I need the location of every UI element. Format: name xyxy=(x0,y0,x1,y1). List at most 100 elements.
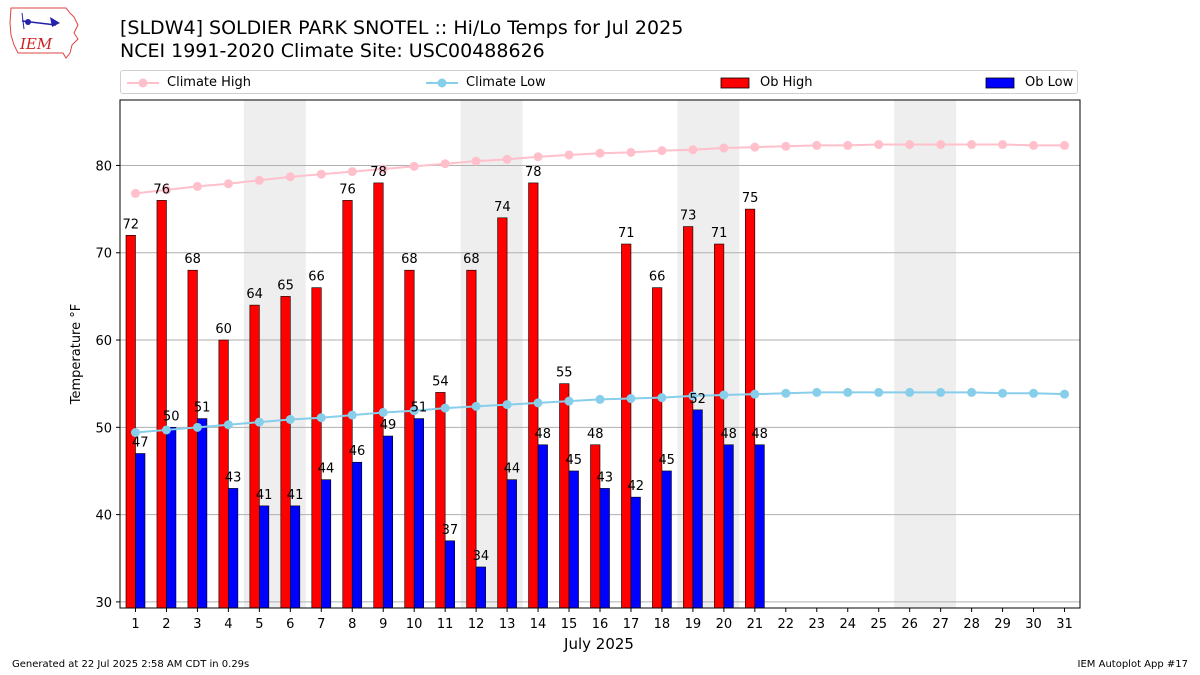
climate-high-point xyxy=(874,140,884,150)
x-tick-label: 31 xyxy=(1056,617,1073,632)
climate-low-point xyxy=(1029,388,1039,398)
ob-low-value-label: 47 xyxy=(132,436,149,451)
x-tick-label: 3 xyxy=(193,617,201,632)
ob-high-bar xyxy=(435,392,446,609)
climate-high-point xyxy=(533,152,543,162)
ob-low-bar xyxy=(506,479,517,609)
climate-low-point xyxy=(719,390,729,400)
ob-high-value-label: 66 xyxy=(308,270,325,285)
ob-high-bar xyxy=(187,269,198,609)
ob-high-value-label: 64 xyxy=(246,287,263,302)
climate-low-point xyxy=(750,389,760,399)
ob-high-value-label: 55 xyxy=(556,366,573,381)
y-axis-label: Temperature °F xyxy=(69,304,84,405)
ob-low-bar xyxy=(568,470,579,609)
y-tick-label: 50 xyxy=(95,421,112,436)
ob-high-bar xyxy=(559,383,570,609)
climate-high-point xyxy=(1060,140,1070,150)
climate-high-marker-icon xyxy=(127,78,159,88)
ob-high-bar xyxy=(311,287,322,609)
ob-low-bar xyxy=(382,435,394,609)
ob-high-bar xyxy=(652,287,663,609)
climate-high-point xyxy=(471,156,481,166)
climate-high-point xyxy=(254,175,264,185)
ob-high-bar xyxy=(497,217,508,609)
x-tick-label: 25 xyxy=(870,617,887,632)
ob-high-value-label: 75 xyxy=(742,191,759,206)
climate-low-point xyxy=(874,387,884,397)
ob-high-value-label: 68 xyxy=(401,252,418,267)
ob-high-bar xyxy=(280,296,291,609)
ob-high-value-label: 68 xyxy=(184,252,201,267)
climate-low-point xyxy=(533,398,543,408)
ob-low-bar xyxy=(661,470,672,609)
ob-low-bar xyxy=(290,505,301,609)
climate-low-point xyxy=(161,425,171,435)
y-tick-label: 40 xyxy=(95,509,112,524)
ob-low-bar xyxy=(166,427,177,609)
climate-low-point xyxy=(254,417,264,427)
x-tick-label: 2 xyxy=(162,617,170,632)
ob-low-bar xyxy=(228,488,239,609)
ob-high-bar xyxy=(373,182,384,609)
ob-low-bar xyxy=(599,488,610,609)
x-tick-label: 1 xyxy=(131,617,139,632)
climate-low-point xyxy=(223,420,233,430)
climate-low-point xyxy=(564,396,574,406)
ob-low-value-label: 45 xyxy=(658,453,675,468)
ob-low-value-label: 37 xyxy=(442,523,459,538)
ob-low-bar xyxy=(444,540,455,609)
ob-low-value-label: 41 xyxy=(256,488,273,503)
climate-high-point xyxy=(1029,140,1039,150)
legend-item-ob-high: Ob High xyxy=(718,74,918,92)
climate-low-point xyxy=(502,400,512,410)
climate-high-point xyxy=(502,154,512,164)
ob-low-bar xyxy=(197,418,208,609)
x-tick-label: 19 xyxy=(685,617,702,632)
x-tick-label: 21 xyxy=(747,617,764,632)
x-tick-label: 29 xyxy=(994,617,1011,632)
climate-high-point xyxy=(905,140,915,150)
ob-low-bar xyxy=(692,409,703,609)
ob-low-value-label: 48 xyxy=(535,427,552,442)
climate-high-point xyxy=(347,167,357,177)
ob-high-bar xyxy=(683,226,694,609)
x-tick-label: 28 xyxy=(963,617,980,632)
ob-high-bar xyxy=(590,444,601,609)
legend-item-ob-low: Ob Low xyxy=(983,74,1083,92)
ob-high-value-label: 60 xyxy=(215,322,232,337)
climate-high-point xyxy=(223,179,233,189)
ob-low-value-label: 45 xyxy=(566,453,583,468)
climate-low-point xyxy=(657,393,667,403)
climate-low-point xyxy=(595,394,605,404)
x-tick-label: 7 xyxy=(317,617,325,632)
ob-high-value-label: 65 xyxy=(277,278,294,293)
y-tick-label: 60 xyxy=(95,334,112,349)
ob-high-bar xyxy=(125,234,136,609)
climate-low-point xyxy=(998,388,1008,398)
climate-low-point xyxy=(781,388,791,398)
climate-low-point xyxy=(812,387,822,397)
ob-high-bar xyxy=(342,200,353,609)
climate-low-point xyxy=(936,387,946,397)
footer-app: IEM Autoplot App #17 xyxy=(1077,659,1188,670)
climate-low-point xyxy=(316,413,326,423)
climate-high-point xyxy=(688,145,698,155)
ob-low-bar xyxy=(351,461,363,609)
x-tick-label: 15 xyxy=(561,617,578,632)
x-tick-label: 13 xyxy=(499,617,516,632)
ob-high-value-label: 78 xyxy=(370,165,387,180)
ob-high-value-label: 66 xyxy=(649,270,666,285)
legend-label-ob-high: Ob High xyxy=(760,75,813,90)
ob-low-value-label: 41 xyxy=(287,488,304,503)
ob-low-value-label: 43 xyxy=(596,470,613,485)
ob-low-value-label: 50 xyxy=(163,409,180,424)
ob-high-bar xyxy=(745,208,756,609)
climate-high-point xyxy=(440,159,450,169)
climate-high-point xyxy=(843,140,853,150)
x-tick-label: 16 xyxy=(592,617,609,632)
x-tick-label: 12 xyxy=(468,617,485,632)
legend-item-climate-high: Climate High xyxy=(125,74,325,92)
climate-high-point xyxy=(316,169,326,179)
climate-high-point xyxy=(936,140,946,150)
